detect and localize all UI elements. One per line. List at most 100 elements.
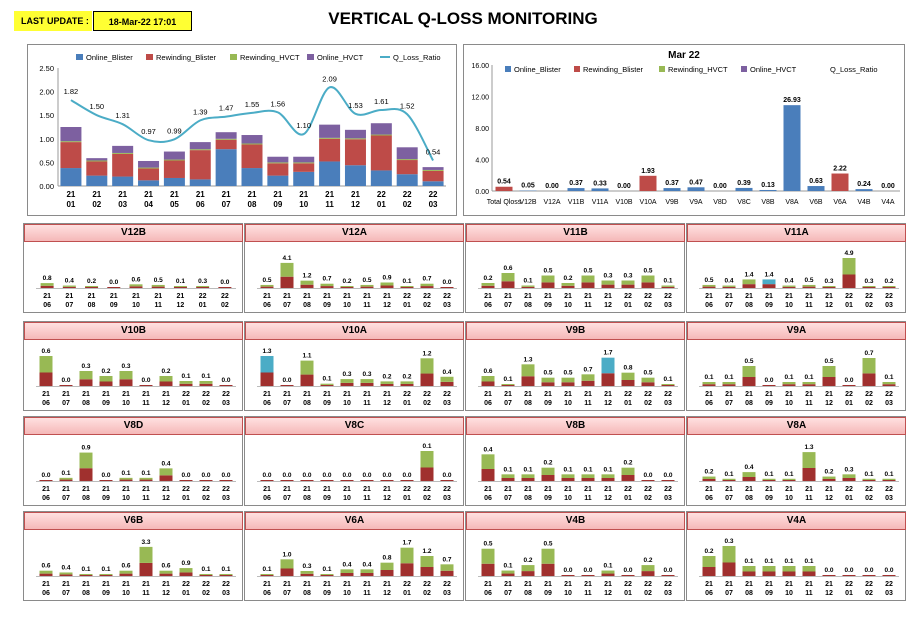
bar-segment — [400, 383, 414, 386]
machine-panel-v12a: V12A 0.5 21 06 4.1 21 07 1.2 21 08 0.7 21 09 0.2 21 10 0… — [244, 223, 464, 313]
bar-data-label: 0.0 — [442, 472, 451, 479]
x-tick-label: 11 — [363, 400, 371, 407]
bar-segment — [782, 566, 796, 572]
bar-segment — [215, 149, 237, 186]
x-tick-label: 09 — [102, 590, 110, 597]
bar-segment — [742, 566, 756, 572]
bar-segment — [440, 564, 454, 571]
bar-segment — [481, 283, 495, 286]
bar-segment — [340, 287, 354, 288]
x-tick-label: 22 — [845, 486, 853, 493]
bar-segment — [189, 142, 211, 150]
machine-panel-v9b: V9B 0.6 21 06 0.1 21 07 1.3 21 08 0.5 21 09 0.5 21 10 0.… — [465, 321, 685, 411]
bar-segment — [86, 161, 108, 176]
x-tick-label: 21 — [283, 293, 291, 300]
bar-segment — [420, 358, 434, 374]
legend-label: Q_Loss_Ratio — [393, 53, 441, 62]
bar-segment — [79, 379, 93, 386]
x-tick-label: 22 — [845, 391, 853, 398]
x-tick-label: 06 — [705, 590, 713, 597]
bar-segment — [320, 480, 334, 481]
bar-segment — [59, 572, 73, 575]
bar-segment — [661, 384, 675, 385]
machine-panel-v4a: V4A 0.2 21 06 0.3 21 07 0.1 21 08 0.1 21 09 0.1 21 10 0.… — [686, 511, 906, 601]
bar-data-label: 0.3 — [362, 371, 371, 378]
bar-data-label: 0.2 — [704, 548, 713, 555]
bar-segment — [601, 284, 615, 288]
legend-label: Rewinding_Blister — [156, 53, 217, 62]
bar-data-label: 1.93 — [641, 168, 655, 175]
bar-segment — [782, 384, 796, 386]
x-tick-label: 21 — [805, 391, 813, 398]
bar-segment — [119, 477, 133, 480]
machine-panel-title: V12B — [24, 224, 243, 242]
bar-data-label: 0.0 — [844, 567, 853, 574]
bar-segment — [687, 187, 705, 191]
bar-segment — [782, 478, 796, 480]
bar-segment — [802, 566, 816, 572]
x-tick-label: 21 — [154, 293, 162, 300]
bar-segment — [822, 479, 836, 481]
bar-segment — [320, 574, 334, 575]
x-tick-label: 10 — [564, 590, 572, 597]
legend-label: Online_Blister — [514, 65, 561, 74]
machine-panel-title: V11A — [687, 224, 906, 242]
bar-segment — [521, 474, 535, 478]
bar-segment — [501, 385, 515, 386]
x-tick-label: 21 — [303, 581, 311, 588]
bar-segment — [702, 567, 716, 576]
bar-segment — [842, 478, 856, 481]
bar-data-label: 0.6 — [161, 563, 170, 570]
bar-data-label: 0.1 — [61, 470, 70, 477]
x-tick-label: 09 — [765, 400, 773, 407]
x-tick-label: 21 — [62, 486, 70, 493]
bar-data-label: 0.0 — [663, 567, 672, 574]
machine-panel-title: V12A — [245, 224, 464, 242]
x-tick-label: 21 — [343, 486, 351, 493]
x-tick-label: 09 — [323, 302, 331, 309]
x-tick-label: 21 — [42, 581, 50, 588]
x-tick-label: 08 — [524, 590, 532, 597]
bar-data-label: 0.0 — [342, 472, 351, 479]
x-tick-label: 06 — [705, 302, 713, 309]
x-tick-label: 11 — [142, 590, 150, 597]
x-tick-label: 07 — [222, 200, 231, 209]
x-tick-label: 21 — [725, 391, 733, 398]
x-tick-label: 02 — [202, 590, 210, 597]
x-tick-label: V8B — [761, 199, 775, 206]
bar-segment — [882, 382, 896, 385]
machine-panel-v8a: V8A 0.2 21 06 0.1 21 07 0.4 21 08 0.1 21 09 0.1 21 10 1.… — [686, 416, 906, 506]
bar-segment — [139, 562, 153, 576]
machine-panel-title: V8B — [466, 417, 685, 435]
bar-segment — [151, 284, 165, 287]
bar-segment — [360, 573, 374, 576]
bar-data-label: 0.1 — [181, 373, 190, 380]
bar-data-label: 0.2 — [161, 368, 170, 375]
bar-segment — [280, 480, 294, 481]
bar-data-label: 0.1 — [121, 470, 130, 477]
x-tick-label: 03 — [885, 302, 893, 309]
bar-segment — [138, 168, 160, 181]
x-tick-label: 21 — [825, 391, 833, 398]
bar-segment — [742, 279, 756, 285]
bar-segment — [641, 571, 655, 576]
x-tick-label: 02 — [865, 302, 873, 309]
bar-segment — [139, 477, 153, 480]
x-tick-label: 21 — [102, 391, 110, 398]
bar-segment — [196, 287, 210, 288]
bar-data-label: 0.2 — [342, 278, 351, 285]
bar-segment — [163, 159, 185, 161]
bar-segment — [344, 139, 366, 166]
x-tick-label: 21 — [122, 581, 130, 588]
x-tick-label: 03 — [664, 590, 672, 597]
bar-segment — [882, 287, 896, 288]
x-tick-label: 21 — [504, 293, 512, 300]
bar-segment — [601, 573, 615, 576]
x-tick-label: 21 — [82, 391, 90, 398]
x-tick-label: 21 — [805, 486, 813, 493]
x-tick-label: 01 — [182, 400, 190, 407]
bar-segment — [422, 181, 444, 186]
bar-segment — [561, 377, 575, 383]
x-tick-label: 07 — [504, 590, 512, 597]
x-tick-label: 21 — [363, 391, 371, 398]
